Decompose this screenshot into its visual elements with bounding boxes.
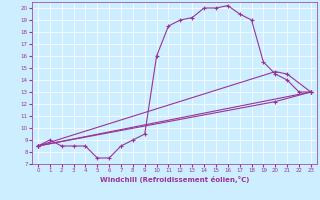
- X-axis label: Windchill (Refroidissement éolien,°C): Windchill (Refroidissement éolien,°C): [100, 176, 249, 183]
